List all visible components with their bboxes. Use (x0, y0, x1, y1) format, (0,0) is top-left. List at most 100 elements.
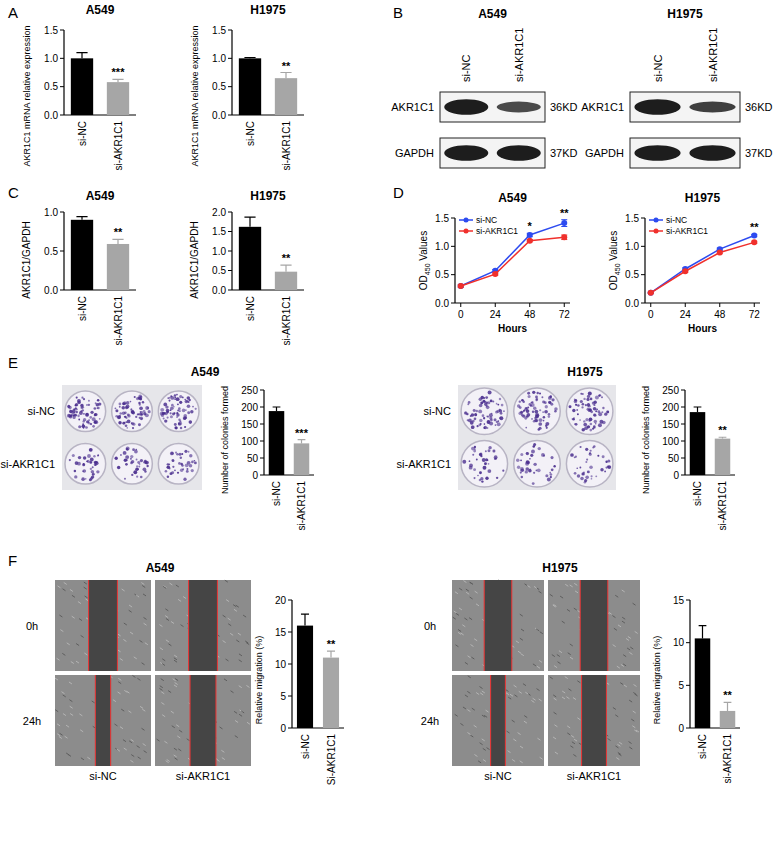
cell-texture (466, 589, 469, 591)
colony-dot (92, 466, 94, 468)
cell-texture (626, 638, 629, 640)
colony-dot (92, 474, 94, 476)
colony-dot (145, 406, 149, 410)
error-bar (244, 217, 255, 227)
colony-dot (179, 401, 182, 404)
x-tick-label: si-NC (77, 121, 88, 146)
colony-dot (586, 459, 588, 461)
cell-texture (220, 727, 223, 729)
cell-texture (630, 647, 633, 649)
colony-dot (117, 416, 120, 419)
well (461, 388, 508, 435)
time-label: 24h (421, 715, 439, 727)
cell-texture (174, 685, 177, 687)
colony-dot (187, 404, 191, 408)
cell-texture (165, 609, 168, 611)
significance: ** (718, 424, 727, 436)
cell-texture (143, 594, 146, 596)
cell-texture (514, 695, 517, 697)
colony-dot (495, 411, 498, 414)
cell-texture (174, 655, 177, 657)
colony-dot (529, 458, 531, 460)
colony-dot (94, 413, 97, 416)
colony-dot (597, 410, 600, 413)
cell-texture (239, 654, 242, 656)
colony-dot (532, 391, 535, 394)
colony-dot (532, 482, 535, 485)
cell-texture (84, 653, 87, 655)
colony-dot (503, 410, 505, 412)
cell-texture (575, 591, 578, 593)
colony-dot (607, 460, 610, 463)
y-tick (228, 86, 232, 87)
cell-texture (87, 757, 90, 759)
cell-texture (609, 612, 612, 614)
colony-dot (593, 407, 597, 411)
panel-label: A (8, 4, 18, 21)
colony-dot (143, 467, 147, 471)
cell-texture (463, 707, 466, 709)
colony-dot (526, 460, 530, 464)
cell-texture (622, 617, 625, 619)
colony-dot (85, 426, 88, 429)
colony-dot (483, 397, 485, 399)
column-label: si-NC (484, 770, 512, 782)
colony-dot (536, 414, 539, 417)
cell-texture (175, 683, 178, 685)
colony-dot (131, 422, 133, 424)
blot-frame (440, 138, 545, 168)
colony-dot (533, 407, 536, 410)
colony-dot (586, 398, 589, 401)
colony-dot (96, 462, 98, 464)
colony-dot (168, 400, 170, 402)
y-tick-label: 200 (662, 402, 679, 413)
micrograph (452, 675, 544, 766)
micrograph (155, 580, 251, 671)
y-tick (288, 696, 292, 697)
panel-label: F (8, 552, 17, 569)
colony-dot (474, 413, 477, 416)
y-tick (681, 458, 685, 459)
colony-dot (183, 417, 186, 420)
y-axis-label: Number of colonies formed (220, 386, 230, 494)
cell-texture (507, 731, 510, 733)
colony-dot (83, 463, 85, 465)
y-tick-label: 0.0 (435, 298, 449, 309)
y-tick-label: 0.5 (44, 246, 58, 257)
cell-texture (117, 749, 120, 751)
y-tick-label: 1.0 (212, 246, 226, 257)
series-group (458, 220, 568, 289)
bar-chart: 0.00.51.01.5si-NCsi-AKR1C1***A549AKR1C1 … (22, 3, 136, 170)
point (458, 283, 464, 289)
colony-dot (583, 420, 585, 422)
colony-dot (165, 470, 168, 473)
colony-dot (485, 450, 487, 452)
colony-dot (83, 398, 85, 400)
colony-dot (94, 461, 96, 463)
series-line (461, 237, 565, 286)
cell-texture (118, 678, 121, 680)
y-tick (60, 212, 64, 213)
y-tick-label: 0.5 (435, 269, 449, 280)
series-group (648, 233, 758, 296)
cell-texture (161, 692, 164, 694)
y-tick-label: 50 (668, 453, 680, 464)
cell-texture (624, 685, 627, 687)
colony-dot (587, 403, 590, 406)
plate-photo (458, 385, 616, 490)
bars (71, 53, 129, 115)
cell-texture (141, 583, 144, 585)
colony-dot (585, 404, 587, 406)
cell-texture (76, 644, 79, 646)
bar (107, 82, 129, 115)
colony-dot (188, 401, 190, 403)
cell-texture (144, 623, 147, 625)
bar (107, 244, 129, 290)
colony-dot (176, 412, 178, 414)
cell-texture (467, 733, 470, 735)
colony-dot (546, 427, 548, 429)
colony-dot (587, 408, 590, 411)
colony-dot (580, 446, 582, 448)
cell-texture (69, 700, 72, 702)
cell-texture (570, 657, 573, 659)
